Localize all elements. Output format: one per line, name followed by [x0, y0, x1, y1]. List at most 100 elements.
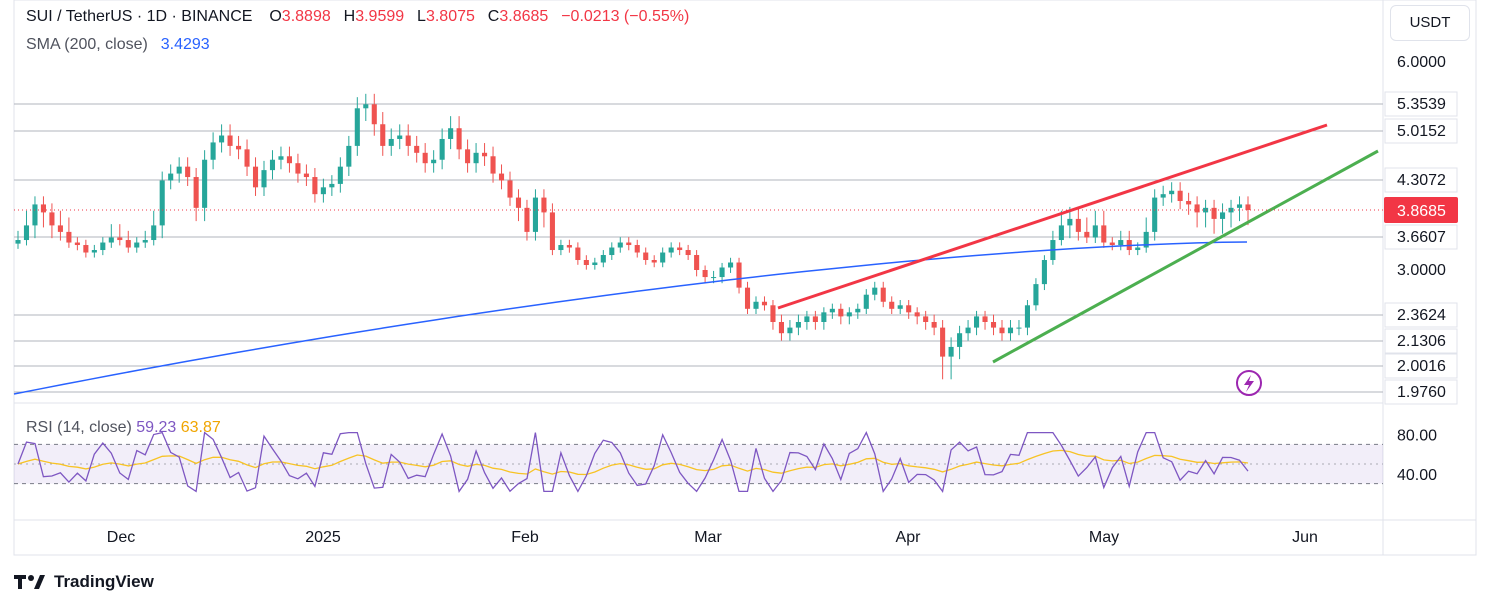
- change-value: −0.0213 (−0.55%): [561, 8, 690, 25]
- candle: [456, 128, 462, 150]
- candle: [549, 212, 555, 251]
- candle: [1211, 207, 1217, 219]
- tradingview-logo[interactable]: TradingView: [14, 572, 154, 592]
- rsi-legend-ma-value: 63.87: [181, 419, 221, 436]
- candle: [634, 245, 640, 253]
- chart-frame: [13, 0, 1477, 556]
- candle: [320, 187, 326, 195]
- price-axis-label: 6.0000: [1397, 54, 1446, 71]
- candle: [558, 245, 564, 251]
- price-axis-label: 2.1306: [1397, 333, 1446, 350]
- candle: [1135, 247, 1141, 251]
- candle: [592, 262, 598, 266]
- rsi-axis-label: 40.00: [1397, 467, 1437, 484]
- candle: [906, 305, 912, 313]
- price-axis-label: 3.6607: [1397, 229, 1446, 246]
- candle: [185, 166, 191, 178]
- candle: [711, 277, 717, 279]
- candle: [1186, 201, 1192, 205]
- candle: [431, 159, 437, 164]
- candle: [193, 177, 199, 208]
- price-level-box: [1384, 91, 1458, 117]
- candle: [1058, 225, 1064, 241]
- candle: [380, 124, 386, 146]
- candle: [490, 156, 496, 174]
- rsi-line: [17, 431, 1249, 493]
- support-trendline: [992, 149, 1379, 364]
- candle: [482, 152, 488, 157]
- candle: [897, 305, 903, 309]
- candle: [168, 173, 174, 181]
- candle: [515, 197, 522, 208]
- candle: [821, 312, 827, 322]
- time-axis-label: Mar: [694, 529, 722, 546]
- candle: [219, 135, 225, 143]
- price-axis-label: 4.3072: [1397, 172, 1446, 189]
- sma-legend[interactable]: SMA (200, close) 3.4293: [26, 36, 210, 54]
- candle: [40, 204, 46, 213]
- candle: [1075, 218, 1081, 232]
- candle: [1203, 207, 1209, 213]
- candle: [227, 135, 233, 146]
- candle: [405, 135, 411, 146]
- candle: [914, 312, 920, 317]
- candle: [83, 245, 89, 253]
- candle: [940, 327, 946, 357]
- candle: [583, 260, 589, 266]
- candle: [1118, 240, 1124, 246]
- candle: [57, 225, 63, 232]
- candle: [677, 247, 683, 251]
- candle: [244, 149, 250, 167]
- time-axis-label: Apr: [896, 529, 922, 546]
- candle: [303, 173, 309, 178]
- candle: [685, 250, 691, 256]
- candle: [1236, 204, 1243, 208]
- candle: [210, 142, 216, 160]
- candle: [1109, 242, 1115, 246]
- candle: [295, 163, 301, 174]
- brand-name: TradingView: [54, 572, 154, 591]
- candle: [91, 250, 97, 253]
- candle: [702, 270, 708, 278]
- candle: [388, 138, 394, 146]
- candle: [100, 242, 106, 251]
- time-axis-label: Dec: [107, 529, 135, 546]
- resistance-trendline: [777, 123, 1328, 310]
- price-axis-label: 2.3624: [1397, 307, 1446, 324]
- low-value: 3.8075: [425, 8, 475, 25]
- candle: [532, 197, 538, 232]
- candle: [363, 104, 369, 109]
- time-axis-label: 2025: [305, 529, 341, 546]
- candle: [948, 346, 954, 357]
- candle: [371, 104, 377, 125]
- candle: [651, 260, 657, 263]
- candle: [108, 237, 114, 243]
- candle: [617, 242, 623, 248]
- candle: [524, 207, 530, 232]
- candle: [286, 156, 292, 164]
- candle: [999, 327, 1005, 334]
- tradingview-logo-icon: [14, 575, 45, 589]
- candle: [846, 312, 852, 317]
- candle: [159, 180, 165, 226]
- candle: [1160, 194, 1166, 198]
- candle: [566, 245, 572, 248]
- candle: [252, 166, 259, 188]
- price-axis-label: 5.3539: [1397, 96, 1446, 113]
- currency-button[interactable]: USDT: [1390, 5, 1470, 41]
- last-price-label: 3.8685: [1397, 203, 1446, 220]
- candle: [439, 138, 445, 160]
- price-level-box: [1384, 328, 1458, 354]
- close-label: C: [487, 8, 500, 25]
- symbol-label: SUI / TetherUS · 1D · BINANCE: [26, 8, 253, 25]
- candle: [312, 177, 318, 195]
- candle: [1245, 204, 1251, 210]
- candle: [880, 287, 886, 302]
- candle: [1177, 190, 1183, 202]
- candle: [795, 321, 801, 328]
- candle: [957, 333, 963, 347]
- candle: [1024, 305, 1030, 328]
- price-level-box: [1384, 353, 1458, 379]
- candle: [151, 225, 157, 241]
